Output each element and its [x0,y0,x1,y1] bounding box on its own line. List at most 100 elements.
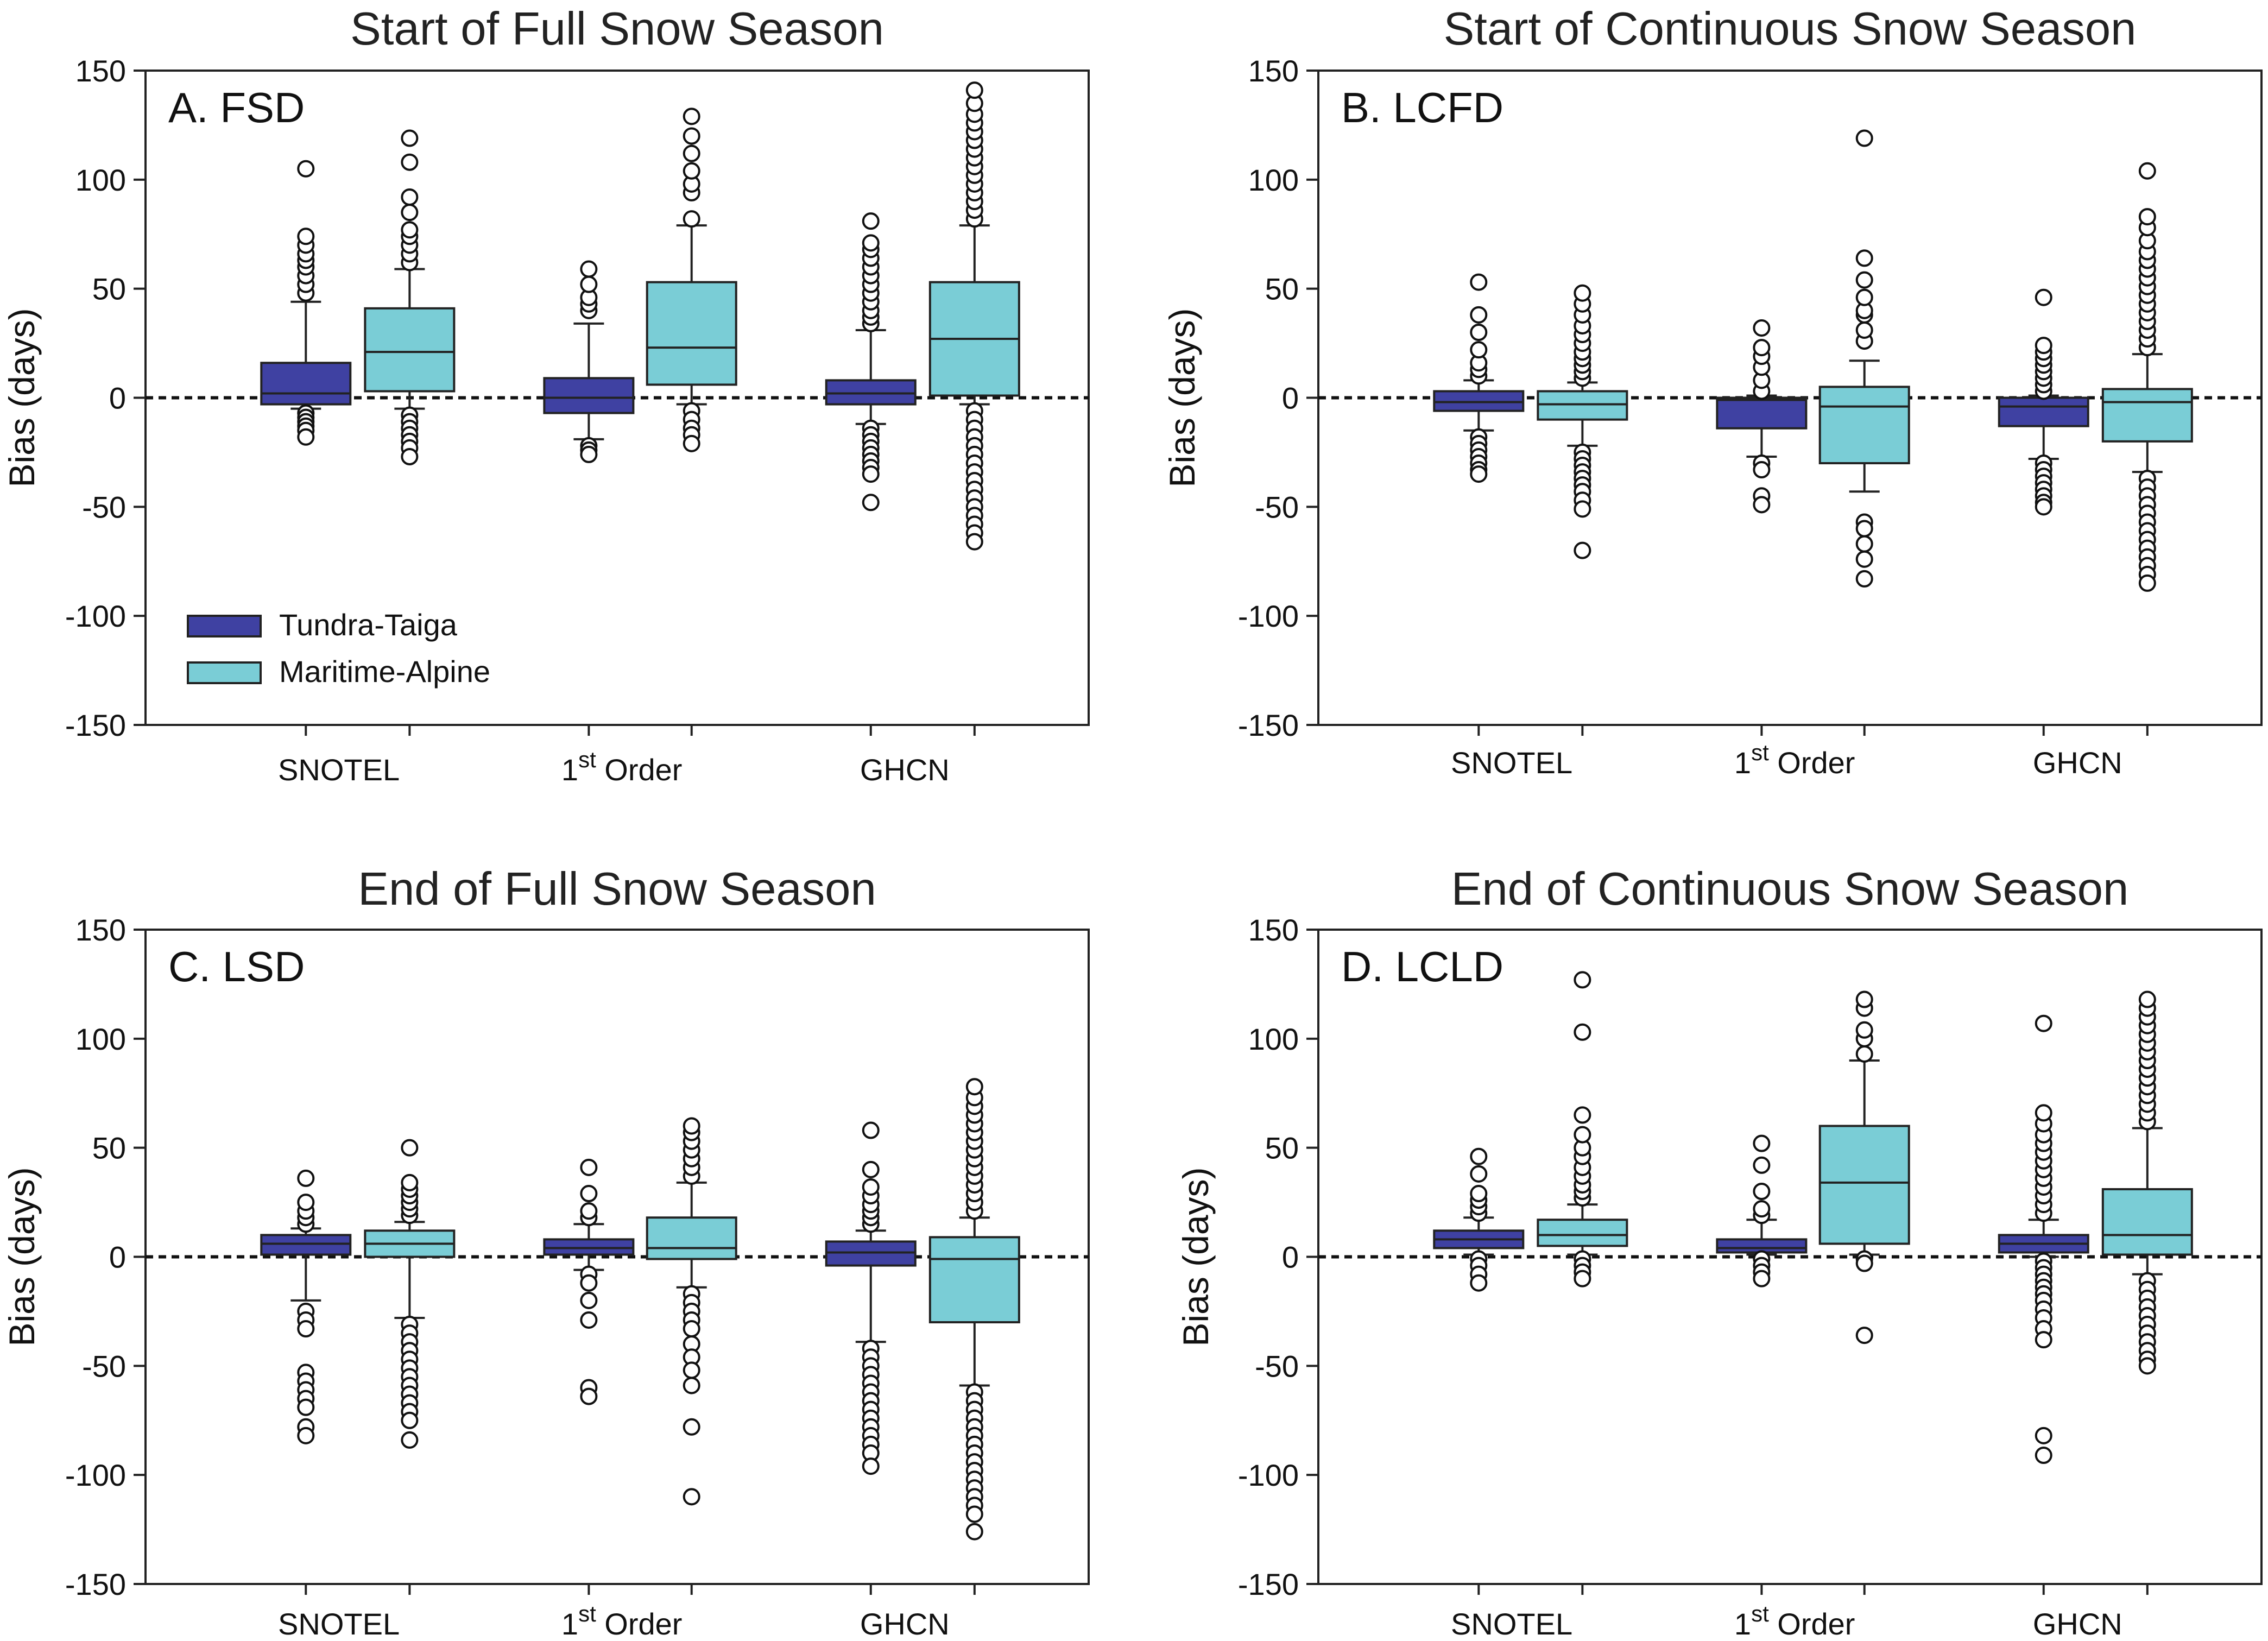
outlier-point [401,1431,419,1449]
outlier-point [1470,341,1488,359]
box-iqr [1818,386,1910,465]
category-label: GHCN [2033,746,2122,780]
outlier-point [297,228,315,245]
y-tick-label: -150 [1238,1567,1299,1601]
outlier-point [1855,288,1873,306]
y-tick-label: -100 [65,599,126,633]
box-iqr [543,1238,635,1256]
category-label: SNOTEL [1451,746,1572,780]
panel-title: Start of Continuous Snow Season [1444,3,2137,55]
outlier-point [965,1523,983,1541]
outlier-point [1855,129,1873,147]
outlier-point [2035,1331,2052,1349]
box-iqr [1537,390,1628,421]
box-iqr [2101,1188,2193,1256]
outlier-point [2035,288,2052,306]
outlier-point [1574,500,1591,518]
panel-4: End of Continuous Snow Season 150 100 50 0 -5… [1176,863,2263,1641]
outlier-point [2138,990,2156,1008]
category-label: SNOTEL [278,753,400,787]
box-tundra-taiga [543,1158,635,1405]
outlier-point [1574,1023,1591,1041]
outlier-point [297,1427,315,1444]
legend-label-maritime: Maritime-Alpine [279,654,490,689]
box-tundra-taiga [1433,1147,1525,1292]
y-axis-label: Bias (days) [1176,1167,1216,1346]
category-label: 1st Order [1734,740,1855,780]
outlier-point [1855,321,1873,339]
box-maritime-alpine [1537,284,1628,559]
outlier-point [297,1194,315,1211]
outlier-point [1855,1327,1873,1345]
outlier-point [2035,1447,2052,1465]
box-maritime-alpine [1818,990,1910,1345]
outlier-point [683,127,700,145]
outlier-point [2035,1104,2052,1122]
panel-label: B. LCFD [1341,84,1503,131]
y-tick-label: 150 [1248,54,1299,88]
outlier-point [1855,550,1873,568]
y-tick-label: -50 [1255,490,1299,524]
panel-label: D. LCLD [1341,943,1503,990]
outlier-point [1470,1185,1488,1203]
y-tick-label: -150 [1238,708,1299,742]
outlier-point [862,1457,880,1475]
y-tick-label: 0 [1282,1240,1299,1274]
box-iqr [364,307,456,393]
outlier-point [297,428,315,446]
outlier-point [862,234,880,252]
box-maritime-alpine [2101,990,2193,1375]
y-tick-label: 0 [109,1240,126,1274]
y-tick-label: 150 [75,54,126,88]
outlier-point [297,1320,315,1338]
outlier-point [580,1291,598,1309]
y-tick-label: -100 [65,1458,126,1492]
outlier-point [2138,162,2156,180]
outlier-point [401,129,419,147]
outlier-point [965,1505,983,1523]
outlier-point [1470,1147,1488,1165]
panel-title: End of Continuous Snow Season [1451,863,2129,915]
box-iqr [1716,396,1808,430]
outlier-point [1470,465,1488,483]
y-axis-label: Bias (days) [2,308,42,487]
outlier-point [297,1398,315,1416]
legend-swatch-maritime [187,661,262,684]
box-iqr [646,1216,737,1260]
outlier-point [1753,461,1771,479]
box-iqr [1998,396,2089,427]
y-tick-label: 100 [1248,163,1299,197]
y-axis-label: Bias (days) [1162,308,1202,487]
y-tick-label: -100 [1238,1458,1299,1492]
panel-2: Start of Continuous Snow Season 150 100 50 0… [1162,3,2263,780]
outlier-point [580,1158,598,1176]
y-tick-label: -100 [1238,599,1299,633]
y-tick-label: 100 [1248,1022,1299,1056]
outlier-point [1753,1156,1771,1174]
outlier-point [1574,284,1591,302]
outlier-point [1855,249,1873,267]
legend-swatch-tundra [187,615,262,638]
outlier-point [683,108,700,125]
box-tundra-taiga [1716,319,1808,514]
outlier-point [297,160,315,178]
panel-title: End of Full Snow Season [358,863,876,915]
category-label: SNOTEL [1451,1607,1572,1641]
y-tick-label: 150 [75,913,126,947]
y-tick-label: -150 [65,708,126,742]
outlier-point [1470,324,1488,341]
y-tick-label: -50 [82,490,126,524]
outlier-point [1753,319,1771,337]
box-tundra-taiga [1998,288,2089,516]
category-label: 1st Order [561,747,683,787]
outlier-point [2138,1357,2156,1375]
outlier-point [1855,1254,1873,1272]
outlier-point [580,260,598,278]
outlier-point [1753,1200,1771,1218]
outlier-point [965,533,983,551]
box-maritime-alpine [364,129,456,465]
legend-label-tundra: Tundra-Taiga [279,608,458,642]
outlier-point [401,188,419,206]
y-axis-label: Bias (days) [2,1167,42,1346]
outlier-point [683,1418,700,1436]
